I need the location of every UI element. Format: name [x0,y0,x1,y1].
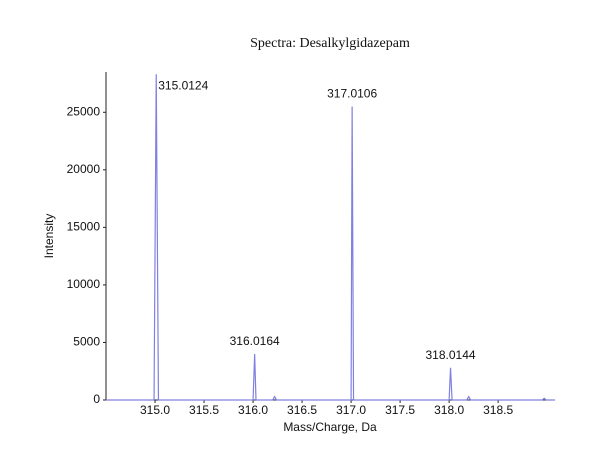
x-tick-label: 317.0 [336,403,366,417]
x-axis-label: Mass/Charge, Da [283,420,377,434]
spectrum-line [106,74,555,401]
y-tick-label: 20000 [67,162,101,176]
x-tick-label: 317.5 [385,403,415,417]
x-tick-label: 316.5 [287,403,317,417]
peak-label: 315.0124 [158,78,208,92]
y-tick-label: 15000 [67,220,101,234]
y-tick-label: 0 [93,392,100,406]
y-tick-label: 10000 [67,277,101,291]
x-tick-label: 316.0 [238,403,268,417]
x-tick-label: 315.0 [140,403,170,417]
x-tick-label: 315.5 [189,403,219,417]
x-tick-label: 318.5 [483,403,513,417]
chart-title: Spectra: Desalkylgidazepam [250,36,410,51]
y-axis-label: Intensity [42,214,56,259]
x-tick-label: 318.0 [434,403,464,417]
y-tick-label: 5000 [73,335,100,349]
peak-label: 318.0144 [426,348,476,362]
peak-label: 317.0106 [327,87,377,101]
y-tick-label: 25000 [67,104,101,118]
peak-label: 316.0164 [230,334,280,348]
